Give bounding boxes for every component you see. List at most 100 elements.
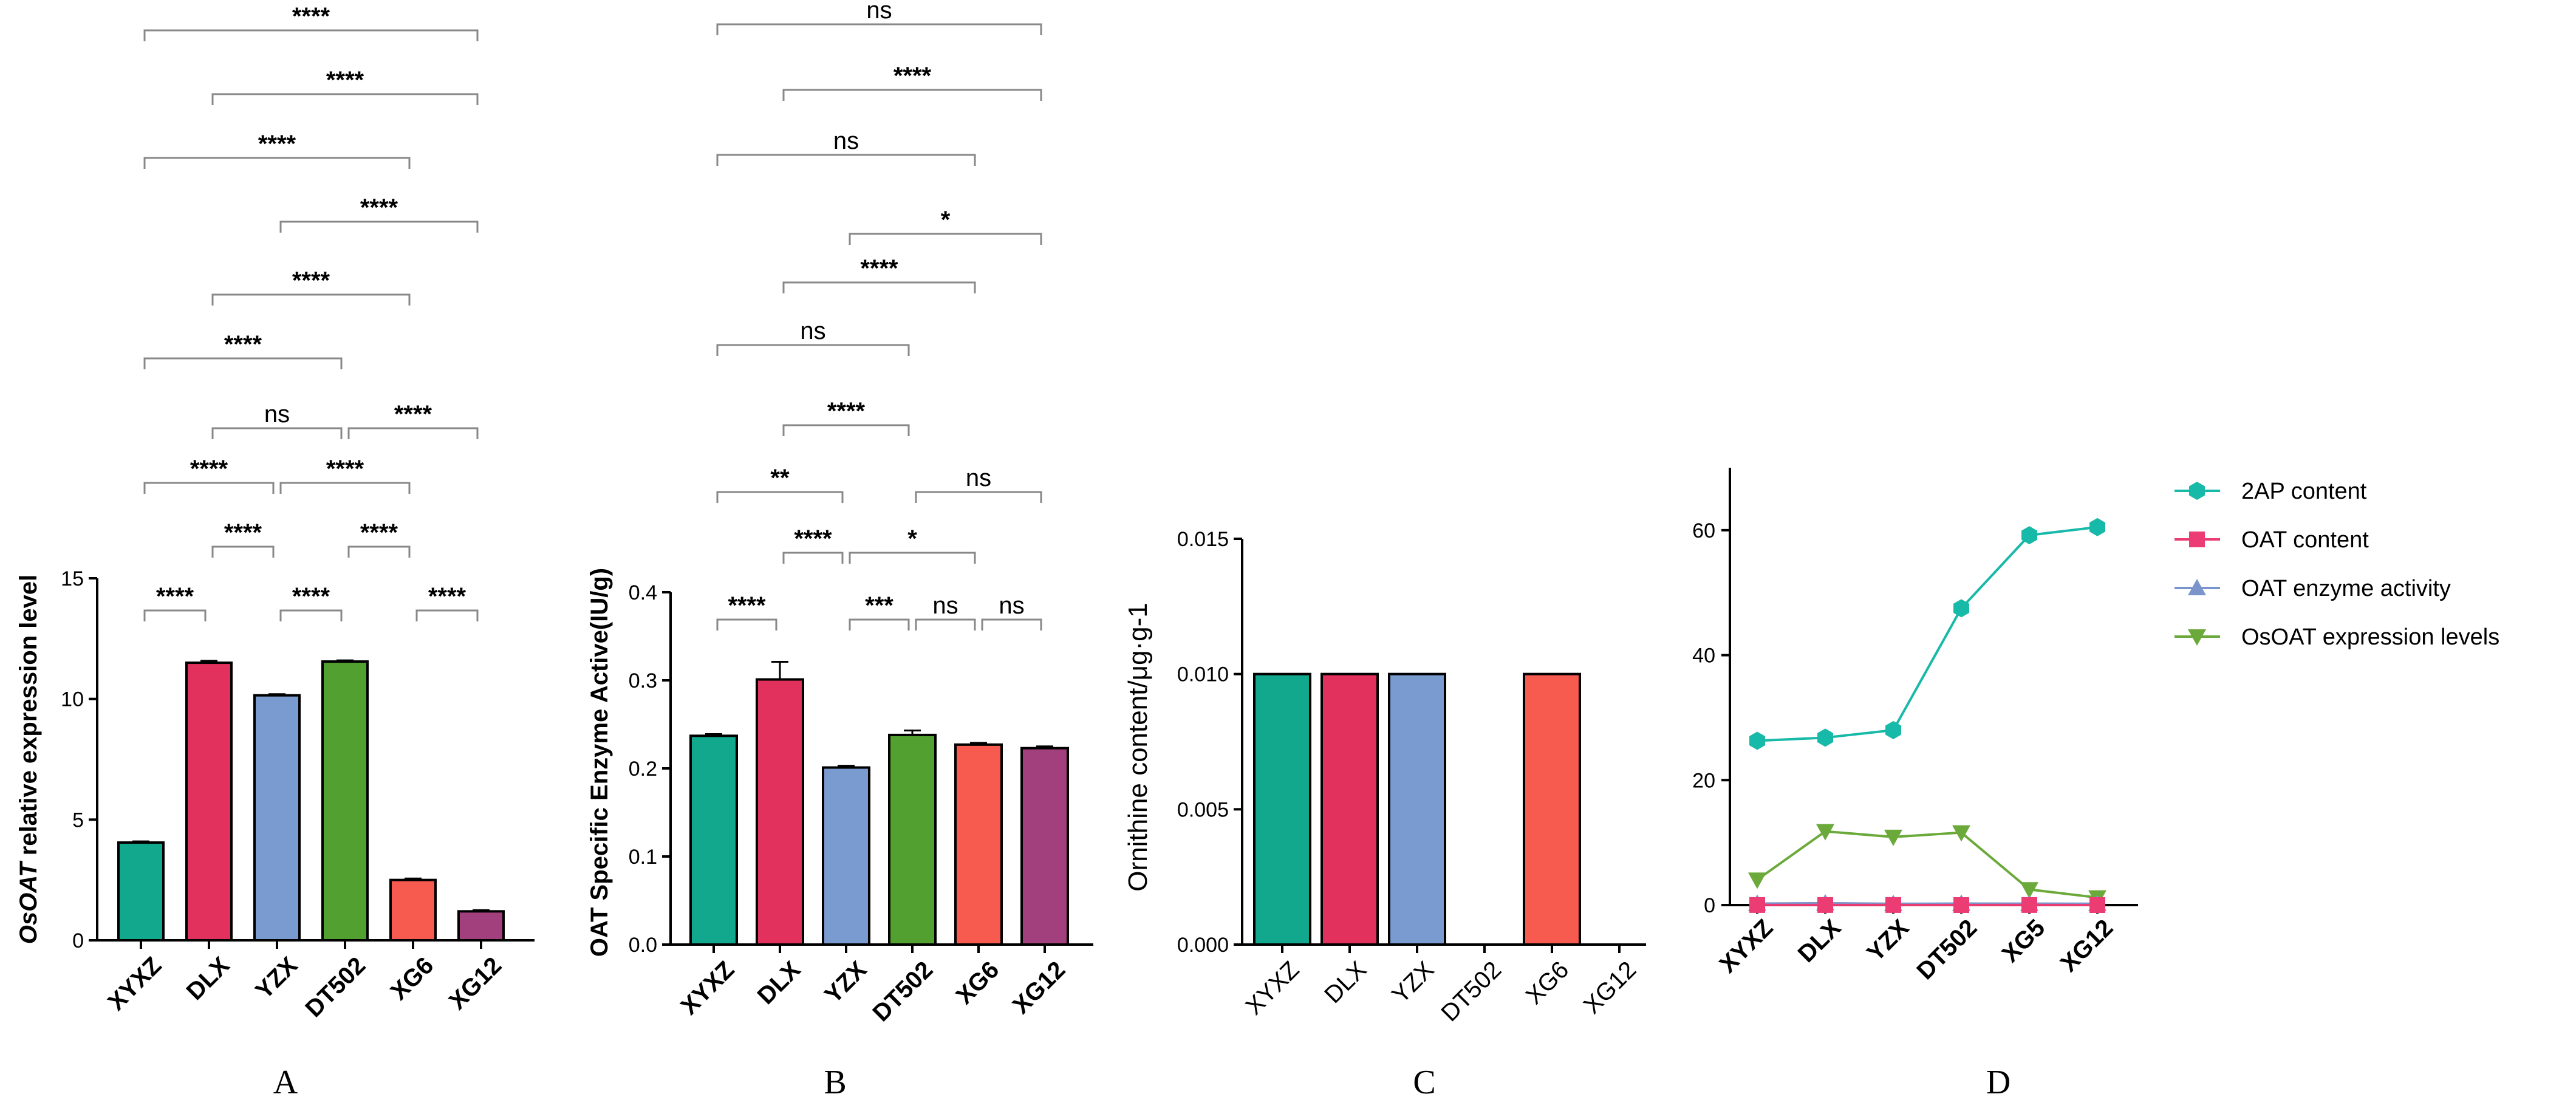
significance-label: ** bbox=[770, 465, 790, 491]
significance-bracket bbox=[211, 545, 275, 558]
legend-marker bbox=[2188, 579, 2206, 595]
significance-label: **** bbox=[394, 401, 432, 428]
significance-bracket bbox=[716, 154, 976, 166]
significance-bracket bbox=[915, 491, 1042, 503]
y-axis-title-rest: relative expression level bbox=[15, 575, 42, 863]
significance-bracket bbox=[143, 157, 411, 169]
y-tick-label: 0.4 bbox=[629, 581, 657, 604]
significance-bracket bbox=[279, 609, 343, 621]
x-tick-label: DLX bbox=[182, 952, 235, 1005]
y-tick-label: 0.010 bbox=[1177, 663, 1229, 686]
significance-label: **** bbox=[794, 525, 832, 552]
y-tick-label: 15 bbox=[61, 567, 84, 590]
x-tick-label: XG6 bbox=[951, 956, 1005, 1010]
bar-dlx bbox=[1320, 672, 1379, 946]
data-point bbox=[1749, 731, 1765, 750]
significance-bracket bbox=[716, 618, 777, 631]
x-tick-label: XG12 bbox=[2055, 914, 2118, 977]
significance-label: * bbox=[941, 207, 951, 233]
significance-bracket bbox=[143, 482, 275, 494]
y-tick-label: 20 bbox=[1692, 769, 1715, 792]
bar-dt502 bbox=[888, 733, 937, 946]
legend-marker bbox=[2189, 532, 2205, 547]
x-tick-label: DT502 bbox=[1436, 956, 1506, 1027]
significance-label: **** bbox=[860, 255, 898, 282]
significance-bracket bbox=[915, 618, 976, 631]
data-point bbox=[1884, 829, 1902, 846]
significance-label: **** bbox=[190, 456, 228, 482]
data-point bbox=[1953, 897, 1969, 913]
panel-label: A bbox=[273, 1064, 298, 1101]
y-tick-label: 0.000 bbox=[1177, 934, 1229, 957]
significance-bracket bbox=[849, 552, 976, 564]
significance-label: **** bbox=[292, 583, 330, 610]
y-tick-label: 0 bbox=[1704, 894, 1715, 917]
significance-bracket bbox=[347, 427, 479, 439]
significance-label: **** bbox=[292, 267, 330, 294]
x-tick-label: YZX bbox=[250, 952, 302, 1004]
bar-xyxz bbox=[1253, 672, 1311, 946]
bar-xg6 bbox=[1523, 672, 1581, 946]
x-tick-label: XYXZ bbox=[1240, 956, 1304, 1020]
bar-xyxz bbox=[689, 734, 738, 946]
significance-label: ns bbox=[800, 318, 825, 344]
x-tick-label: DLX bbox=[1319, 956, 1372, 1008]
data-point bbox=[2089, 518, 2105, 536]
legend-marker bbox=[2189, 482, 2205, 500]
y-tick-label: 40 bbox=[1692, 644, 1715, 668]
y-tick-label: 60 bbox=[1692, 519, 1715, 542]
legend-label: OAT enzyme activity bbox=[2241, 576, 2451, 601]
significance-label: ns bbox=[932, 592, 958, 619]
significance-label: **** bbox=[224, 519, 262, 546]
y-tick-label: 10 bbox=[61, 688, 84, 711]
legend-label: OsOAT expression levels bbox=[2241, 624, 2499, 650]
x-tick-label: DT502 bbox=[867, 956, 938, 1027]
significance-bracket bbox=[211, 427, 343, 439]
significance-bracket bbox=[279, 482, 411, 494]
bar-dlx bbox=[185, 661, 233, 942]
data-point bbox=[1817, 897, 1833, 913]
significance-label: **** bbox=[827, 398, 866, 425]
data-point bbox=[2020, 882, 2038, 899]
data-point bbox=[1748, 872, 1766, 889]
x-tick-label: XYXZ bbox=[675, 956, 739, 1020]
significance-label: ns bbox=[833, 128, 859, 154]
data-point bbox=[1953, 599, 1969, 618]
data-point bbox=[1885, 721, 1901, 739]
data-point bbox=[1817, 728, 1833, 747]
significance-bracket bbox=[716, 491, 844, 503]
significance-label: **** bbox=[292, 3, 330, 30]
significance-bracket bbox=[143, 29, 479, 41]
bar-dt502 bbox=[321, 660, 369, 942]
bar-yzx bbox=[1388, 672, 1446, 946]
legend-marker bbox=[2188, 629, 2206, 646]
significance-bracket bbox=[782, 424, 910, 436]
data-point bbox=[1885, 897, 1901, 913]
significance-bracket bbox=[211, 293, 411, 306]
significance-bracket bbox=[211, 93, 479, 105]
significance-bracket bbox=[279, 220, 479, 233]
y-tick-label: 0.005 bbox=[1177, 798, 1229, 821]
x-tick-label: DLX bbox=[1793, 914, 1847, 968]
significance-bracket bbox=[143, 609, 207, 621]
significance-label: **** bbox=[224, 331, 262, 358]
bar-dlx bbox=[756, 678, 804, 946]
panel-label: B bbox=[824, 1064, 846, 1101]
x-tick-label: XG12 bbox=[1008, 956, 1070, 1019]
significance-bracket bbox=[782, 89, 1042, 101]
significance-bracket bbox=[415, 609, 479, 621]
x-tick-label: DLX bbox=[753, 956, 806, 1010]
significance-label: **** bbox=[893, 63, 932, 89]
x-tick-label: DT502 bbox=[300, 952, 371, 1022]
significance-label: **** bbox=[428, 583, 466, 610]
data-point bbox=[2021, 526, 2037, 545]
significance-label: **** bbox=[156, 583, 194, 610]
panel-label: D bbox=[1986, 1064, 2011, 1101]
significance-label: **** bbox=[258, 131, 296, 157]
data-point bbox=[2021, 897, 2037, 913]
bar-xg6 bbox=[389, 878, 437, 942]
y-tick-label: 0.0 bbox=[629, 934, 657, 957]
